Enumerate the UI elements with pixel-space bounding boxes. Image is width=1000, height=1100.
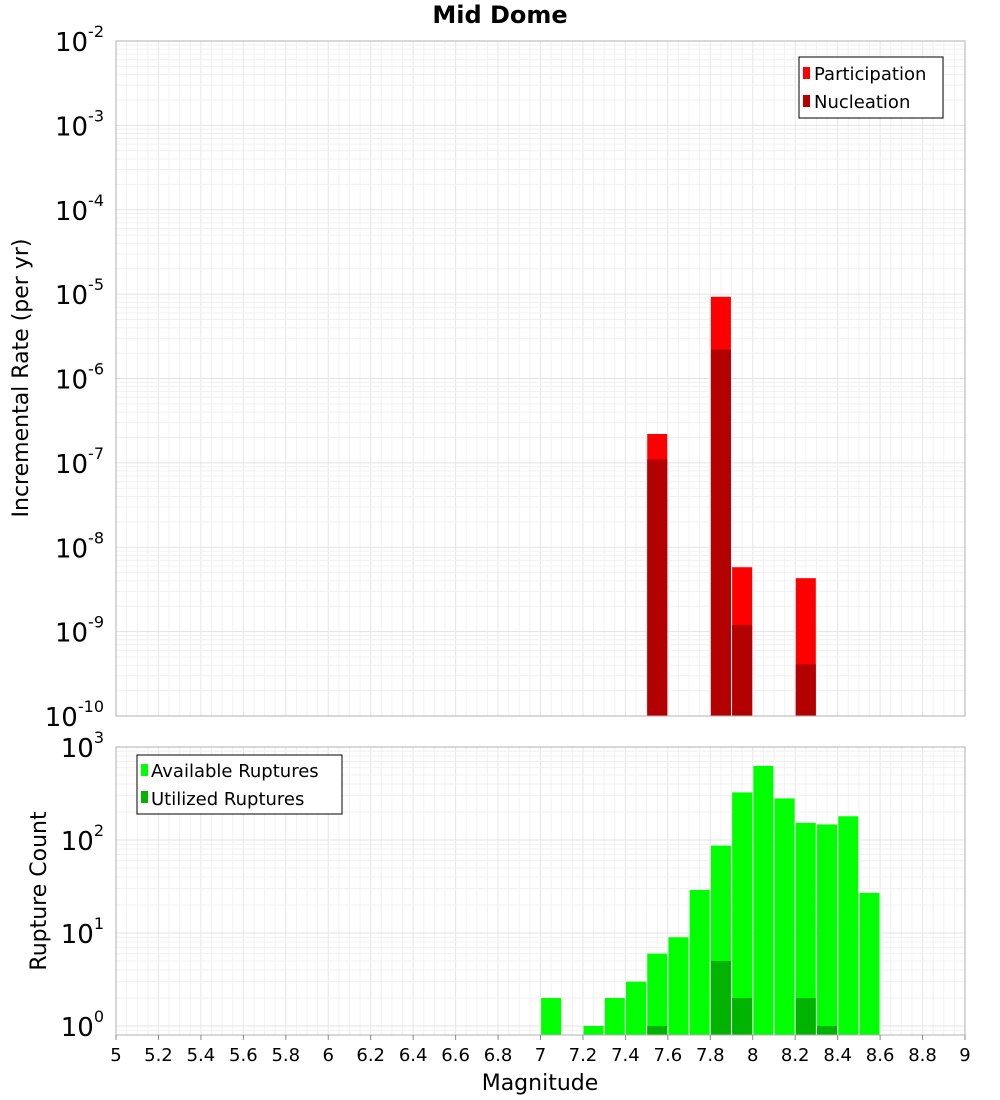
rate-panel: 10-2 10-3 10-4 10-5 10-6 10-7 10-8 10-9 10-10 In…	[9, 22, 966, 733]
x-tick-label: 7.6	[654, 1045, 683, 1066]
x-tick-label: 6.6	[441, 1045, 470, 1066]
count-y-tick-label: 100	[61, 1007, 104, 1043]
x-tick-label: 6.8	[484, 1045, 513, 1066]
count-bars	[541, 765, 880, 1035]
legend-label-nucleation: Nucleation	[814, 92, 910, 113]
x-tick-label: 6	[323, 1045, 334, 1066]
x-tick-label: 8	[747, 1045, 758, 1066]
rate-legend: Participation Nucleation	[798, 56, 944, 119]
rate-y-tick-label: 10-4	[55, 191, 104, 227]
x-tick-label: 5	[110, 1045, 121, 1066]
count-bar-a	[689, 889, 710, 1035]
count-bar-b	[647, 1025, 668, 1035]
count-bar-a	[668, 937, 689, 1035]
count-bar-a	[604, 997, 625, 1035]
count-gridlines	[115, 747, 966, 1036]
x-tick-label: 5.6	[229, 1045, 258, 1066]
rate-legend-box	[798, 56, 944, 119]
x-tick-label: 6.4	[399, 1045, 428, 1066]
count-y-tick-label: 102	[61, 821, 104, 857]
legend-label-utilized: Utilized Ruptures	[151, 789, 304, 810]
rate-y-tick-label: 10-5	[55, 275, 104, 311]
x-tick-label: 9	[959, 1045, 970, 1066]
count-y-ticks: 103 102 101 100	[61, 728, 104, 1043]
legend-swatch-utilized	[141, 791, 148, 803]
legend-swatch-available	[141, 764, 148, 776]
count-bar-b	[795, 997, 816, 1035]
count-x-ticks: 5 5.2 5.4 5.6 5.8 6 6.2 6.4 6.6 6.8 7 7.2 7.4 7.6 7.8 8…	[110, 1035, 971, 1066]
legend-swatch-participation	[803, 67, 810, 79]
rate-y-tick-label: 10-3	[55, 106, 104, 142]
x-tick-label: 8.4	[823, 1045, 852, 1066]
x-tick-label: 7.2	[569, 1045, 598, 1066]
count-bar-b	[817, 1025, 838, 1035]
count-bar-a	[795, 822, 816, 1035]
rate-plot-frame	[115, 40, 966, 717]
count-bar-a	[647, 953, 668, 1035]
x-tick-label: 6.2	[356, 1045, 385, 1066]
rate-gridlines	[115, 41, 966, 717]
legend-label-available: Available Ruptures	[151, 761, 319, 782]
count-legend: Available Ruptures Utilized Ruptures	[136, 754, 343, 815]
count-bar-a	[859, 892, 880, 1035]
rate-bar-b	[795, 664, 816, 716]
count-bar-b	[710, 960, 731, 1035]
count-y-tick-label: 101	[61, 914, 104, 950]
count-bar-a	[541, 997, 562, 1035]
rate-bar-b	[732, 624, 753, 716]
x-tick-label: 5.4	[187, 1045, 216, 1066]
count-bar-b	[732, 997, 753, 1035]
count-y-tick-label: 103	[61, 728, 104, 764]
rate-y-tick-label: 10-8	[55, 528, 104, 564]
x-tick-label: 7.8	[696, 1045, 725, 1066]
rate-y-ticks: 10-2 10-3 10-4 10-5 10-6 10-7 10-8 10-9 10-10	[45, 22, 104, 733]
count-bar-a	[817, 824, 838, 1035]
rate-y-axis-label: Incremental Rate (per yr)	[9, 239, 34, 518]
rate-y-tick-label: 10-10	[45, 697, 104, 733]
x-tick-label: 7.4	[611, 1045, 640, 1066]
x-axis-label: Magnitude	[482, 1071, 599, 1096]
rate-y-tick-label: 10-9	[55, 613, 104, 649]
x-tick-label: 8.2	[781, 1045, 810, 1066]
count-bar-a	[732, 792, 753, 1035]
count-bar-a	[583, 1025, 604, 1035]
legend-label-participation: Participation	[814, 64, 926, 85]
rate-y-tick-label: 10-6	[55, 360, 104, 396]
rate-bar-b	[710, 349, 731, 716]
x-tick-label: 7	[535, 1045, 546, 1066]
legend-swatch-nucleation	[803, 95, 810, 107]
count-y-axis-label: Rupture Count	[27, 811, 52, 971]
count-bar-a	[774, 798, 795, 1035]
count-bar-a	[838, 816, 859, 1035]
rate-y-tick-label: 10-2	[55, 22, 104, 58]
count-bar-a	[753, 765, 774, 1035]
count-bar-a	[626, 981, 647, 1035]
x-tick-label: 5.2	[144, 1045, 173, 1066]
rate-y-tick-label: 10-7	[55, 444, 104, 480]
count-panel: 103 102 101 100 5 5.2 5.4 5.6 5.8 6 6.2 6.4 6.6 6.8 7…	[27, 728, 971, 1096]
rate-bar-b	[647, 459, 668, 716]
chart-title: Mid Dome	[432, 1, 567, 29]
count-legend-box	[136, 754, 343, 815]
rate-bars	[647, 296, 816, 716]
x-tick-label: 8.6	[866, 1045, 895, 1066]
x-tick-label: 8.8	[908, 1045, 937, 1066]
x-tick-label: 5.8	[271, 1045, 300, 1066]
